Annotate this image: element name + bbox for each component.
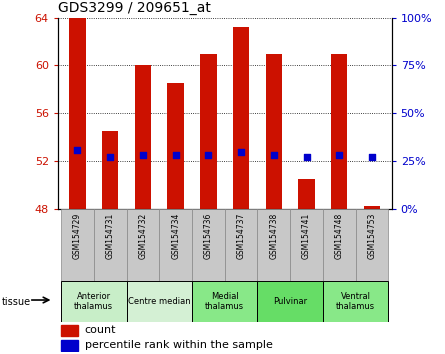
Text: GSM154736: GSM154736 — [204, 212, 213, 259]
Text: tissue: tissue — [2, 297, 31, 307]
Text: Medial
thalamus: Medial thalamus — [205, 292, 244, 312]
Text: GSM154738: GSM154738 — [269, 212, 278, 259]
Bar — [167, 84, 184, 209]
Text: GDS3299 / 209651_at: GDS3299 / 209651_at — [58, 1, 211, 15]
Bar — [135, 65, 151, 209]
Text: GSM154753: GSM154753 — [368, 212, 376, 259]
Bar — [323, 209, 356, 281]
Text: GSM154732: GSM154732 — [138, 212, 147, 259]
Text: GSM154748: GSM154748 — [335, 212, 344, 259]
Point — [303, 154, 310, 160]
Text: Anterior
thalamus: Anterior thalamus — [74, 292, 113, 312]
Text: count: count — [85, 325, 116, 335]
Bar — [61, 325, 78, 336]
Bar — [225, 209, 258, 281]
Bar — [61, 209, 94, 281]
Bar — [192, 281, 258, 322]
Bar — [94, 209, 126, 281]
Bar — [61, 340, 78, 351]
Text: GSM154737: GSM154737 — [237, 212, 246, 259]
Bar — [266, 53, 282, 209]
Point — [238, 149, 245, 154]
Bar — [126, 209, 159, 281]
Bar — [200, 53, 217, 209]
Point — [172, 153, 179, 158]
Point — [270, 153, 277, 158]
Bar — [61, 281, 126, 322]
Text: Centre median: Centre median — [128, 297, 190, 306]
Text: Pulvinar: Pulvinar — [273, 297, 307, 306]
Bar — [159, 209, 192, 281]
Bar — [258, 281, 323, 322]
Point — [336, 153, 343, 158]
Text: GSM154729: GSM154729 — [73, 212, 82, 259]
Bar — [192, 209, 225, 281]
Text: Ventral
thalamus: Ventral thalamus — [336, 292, 375, 312]
Text: GSM154731: GSM154731 — [106, 212, 115, 259]
Text: GSM154741: GSM154741 — [302, 212, 311, 259]
Bar — [258, 209, 290, 281]
Point — [74, 147, 81, 153]
Point — [368, 154, 376, 160]
Point — [205, 153, 212, 158]
Bar — [233, 27, 249, 209]
Bar — [298, 179, 315, 209]
Text: percentile rank within the sample: percentile rank within the sample — [85, 340, 272, 350]
Text: GSM154734: GSM154734 — [171, 212, 180, 259]
Bar — [364, 206, 380, 209]
Bar — [356, 209, 388, 281]
Bar — [126, 281, 192, 322]
Point — [139, 153, 146, 158]
Bar — [290, 209, 323, 281]
Point — [107, 154, 114, 160]
Bar — [323, 281, 388, 322]
Bar — [69, 18, 85, 209]
Bar — [102, 131, 118, 209]
Bar — [331, 53, 348, 209]
